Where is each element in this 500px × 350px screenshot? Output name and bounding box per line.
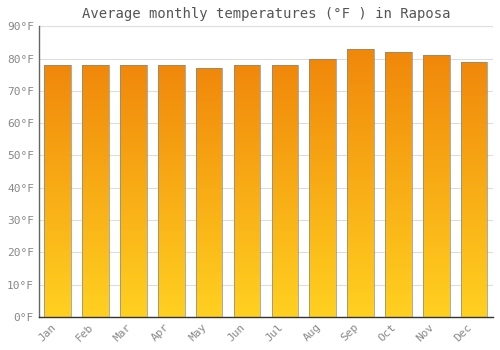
Title: Average monthly temperatures (°F ) in Raposa: Average monthly temperatures (°F ) in Ra…: [82, 7, 450, 21]
